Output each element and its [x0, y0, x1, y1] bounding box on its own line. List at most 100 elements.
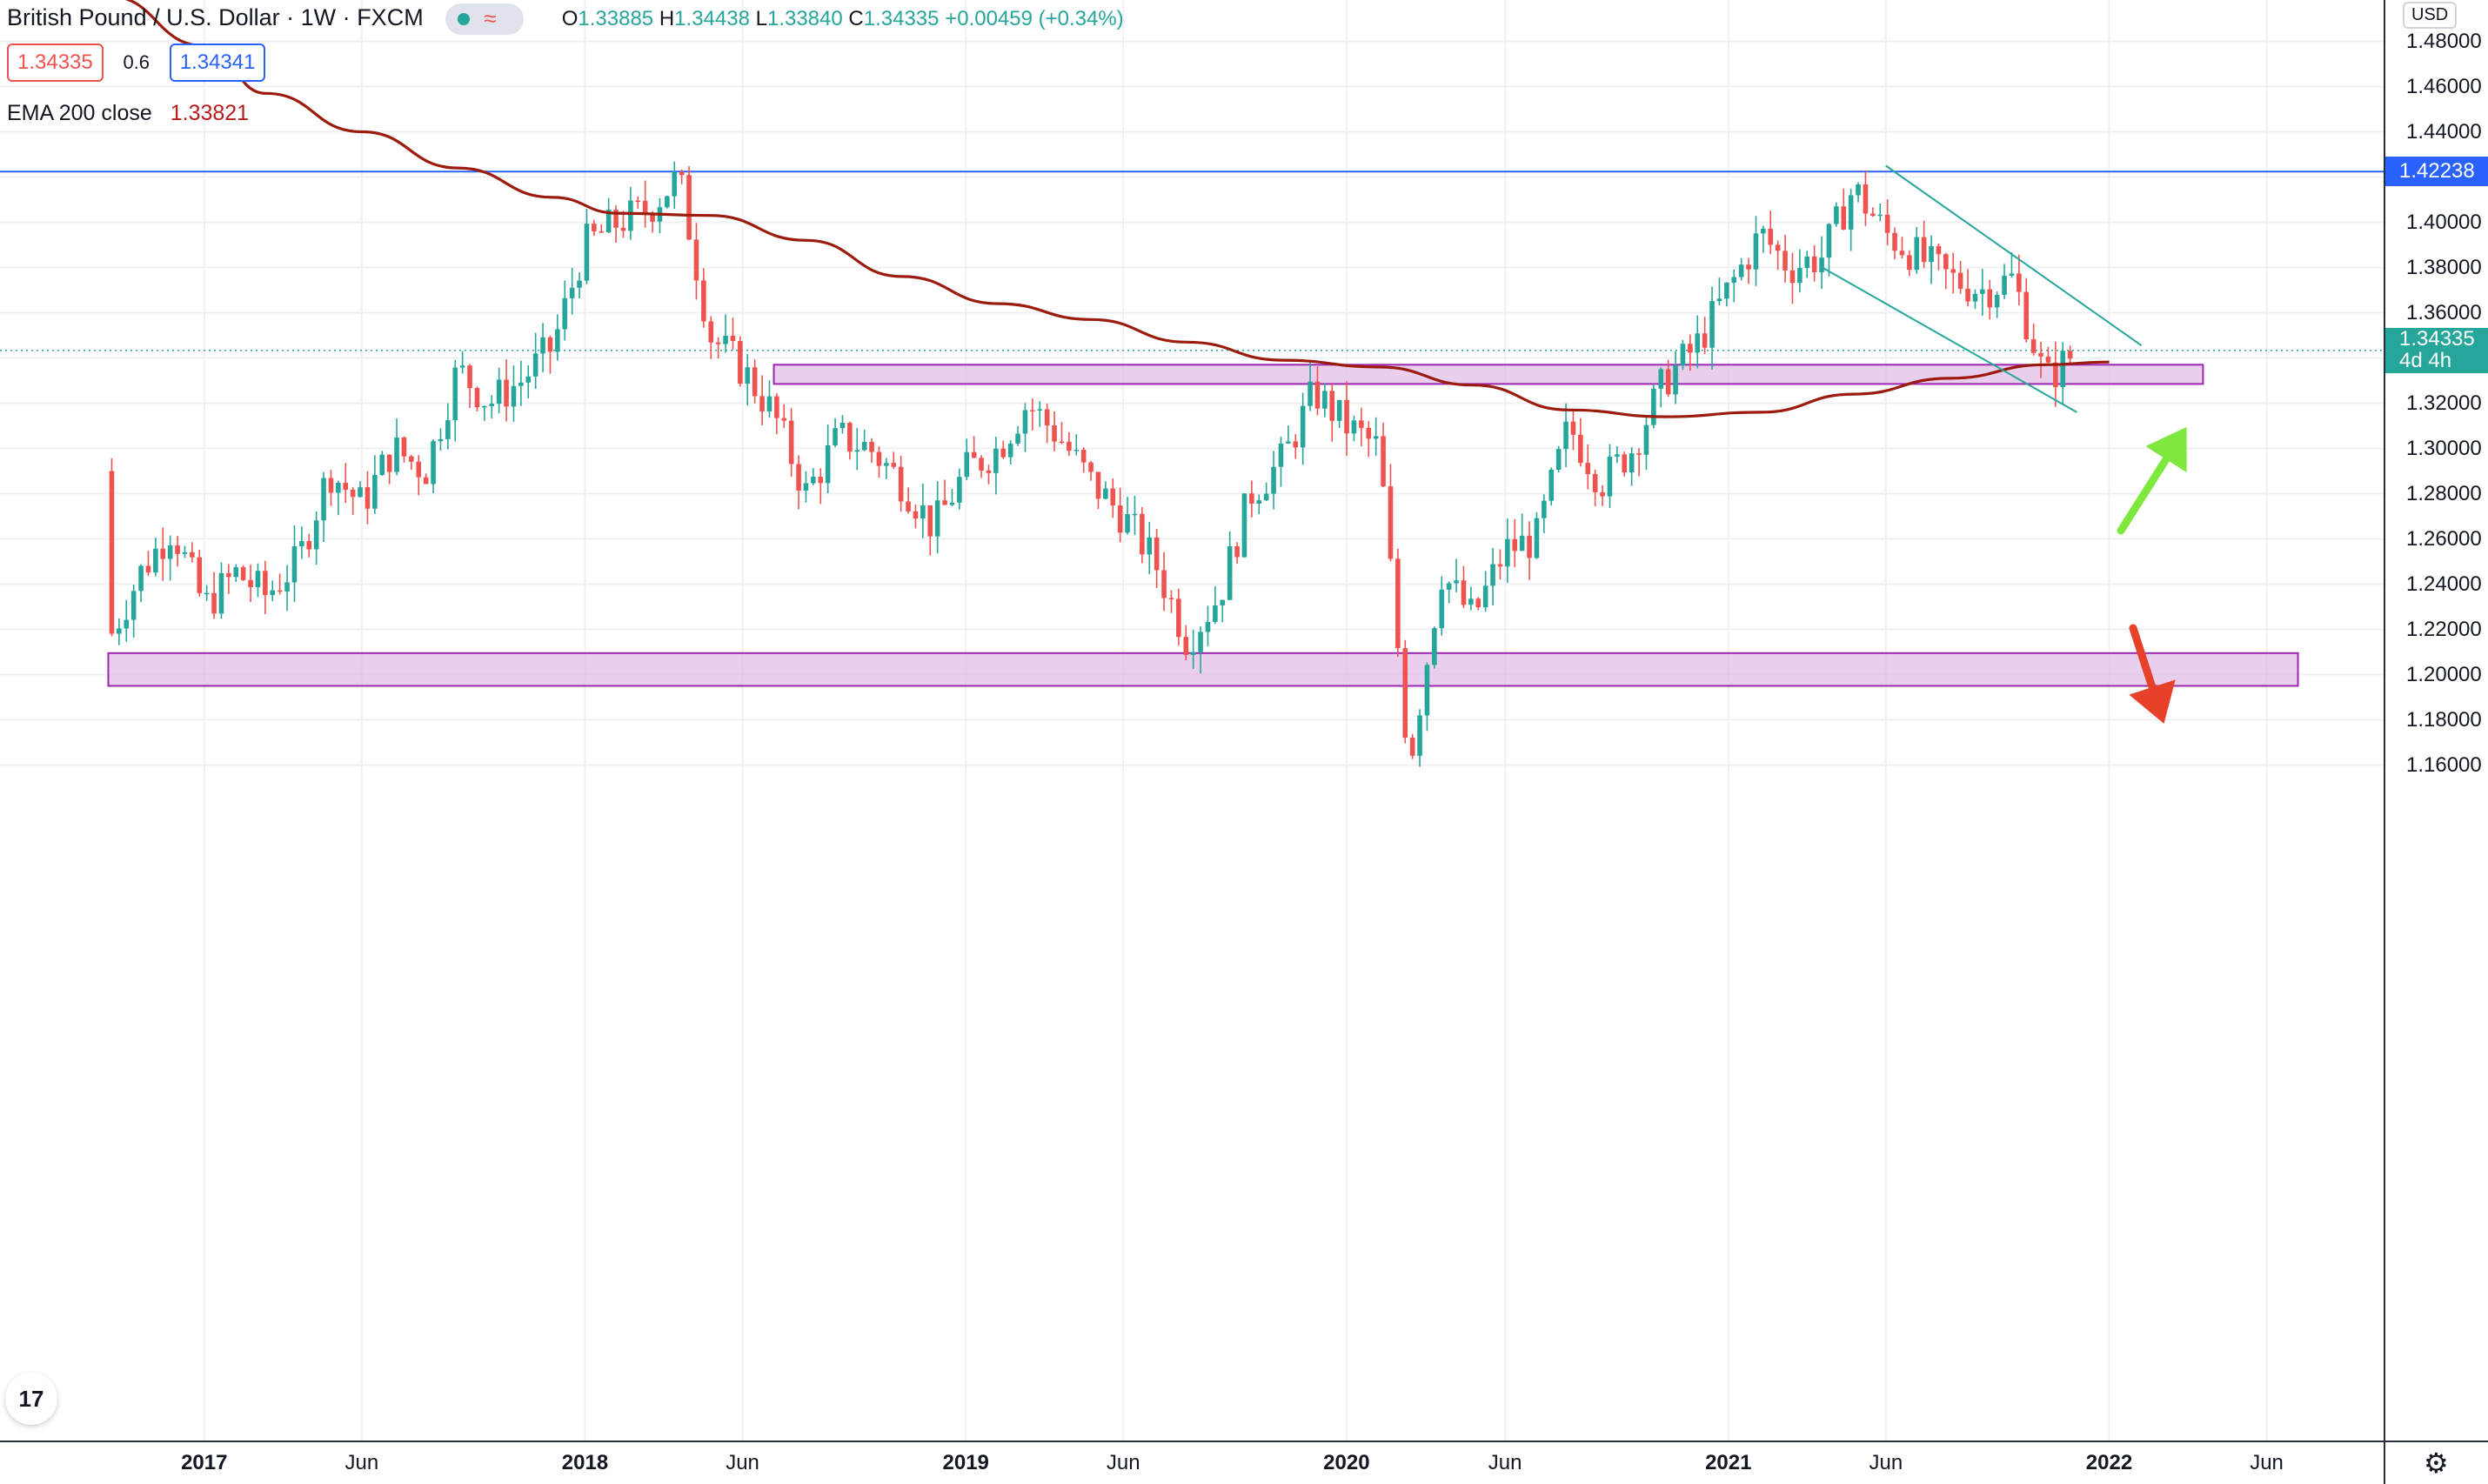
market-status-pill[interactable]: ≈ — [445, 3, 525, 35]
candle-body — [1227, 545, 1233, 600]
candle-body — [693, 239, 699, 281]
candle-body — [1154, 537, 1160, 571]
candle-body — [211, 592, 217, 614]
candle-body — [986, 470, 992, 473]
candle-body — [532, 353, 538, 377]
chart-settings-corner[interactable]: ⚙ — [2384, 1441, 2488, 1484]
candle-body — [511, 385, 517, 407]
candle-body — [876, 451, 882, 466]
time-axis-label: Jun — [1106, 1451, 1140, 1474]
candle-body — [240, 567, 246, 580]
candle-body — [504, 379, 509, 407]
time-axis-label: 2020 — [1323, 1451, 1370, 1474]
price-axis-label: 1.24000 — [2406, 572, 2482, 596]
candle-body — [1263, 493, 1269, 501]
candle-body — [1176, 598, 1181, 638]
close-label: C — [848, 7, 864, 31]
candle-body — [1789, 270, 1796, 284]
candle-body — [1542, 500, 1547, 518]
candle-body — [1125, 514, 1130, 533]
ema-200-line — [124, 0, 2110, 418]
candle-body — [1673, 365, 1678, 395]
horizontal-line-price-tag: 1.42238 — [2385, 157, 2488, 187]
candle-body — [642, 200, 648, 215]
price-chart[interactable] — [0, 0, 2384, 1441]
indicator-legend[interactable]: EMA 200 close 1.33821 — [7, 101, 249, 126]
gear-icon[interactable]: ⚙ — [2424, 1447, 2449, 1479]
market-open-dot-icon — [458, 13, 471, 25]
buy-price-button[interactable]: 1.34341 — [169, 43, 266, 82]
candle-body — [467, 365, 472, 389]
candle-body — [1147, 537, 1153, 555]
ohlc-values: O1.33885 H1.34438 L1.33840 C1.34335 +0.0… — [562, 7, 1124, 30]
candle-body — [496, 379, 502, 404]
candle-body — [993, 448, 999, 473]
candle-body — [839, 422, 846, 429]
candle-body — [759, 396, 765, 411]
candle-body — [431, 441, 436, 485]
interval-label[interactable]: 1W — [300, 4, 337, 31]
candle-body — [1643, 424, 1649, 455]
candle-body — [927, 505, 933, 537]
candle-body — [1388, 486, 1394, 559]
candle-body — [386, 454, 392, 472]
last-price-value: 1.34335 — [2399, 326, 2475, 351]
candle-body — [1585, 463, 1591, 475]
candle-body — [869, 441, 874, 452]
candle-body — [1329, 391, 1335, 421]
candle-body — [1907, 255, 1912, 271]
candle-body — [1834, 206, 1839, 224]
candle-body — [1183, 637, 1189, 655]
candle-body — [416, 461, 422, 478]
currency-selector[interactable]: USD — [2403, 2, 2458, 29]
candle-body — [1278, 443, 1284, 467]
candle-body — [1030, 410, 1035, 411]
candle-body — [1095, 471, 1101, 499]
candle-body — [1293, 441, 1299, 448]
candle-body — [1417, 715, 1422, 756]
tradingview-logo-icon[interactable]: 17 — [5, 1373, 57, 1425]
price-axis-label: 1.32000 — [2406, 391, 2482, 415]
candle-body — [1468, 598, 1474, 605]
candle-body — [1921, 237, 1927, 263]
change-value: +0.00459 (+0.34%) — [945, 7, 1124, 31]
time-axis-label: Jun — [1488, 1451, 1522, 1474]
symbol-title[interactable]: British Pound / U.S. Dollar — [7, 4, 280, 31]
price-zone — [772, 364, 2204, 385]
candle-body — [796, 464, 801, 491]
candle-body — [1863, 184, 1869, 214]
candle-body — [745, 367, 751, 384]
candle-body — [1534, 518, 1540, 558]
candle-body — [599, 231, 605, 233]
candle-body — [1680, 344, 1686, 366]
candle-body — [1592, 474, 1598, 492]
candle-body — [811, 477, 816, 484]
chart-pane[interactable]: British Pound / U.S. Dollar · 1W · FXCM … — [0, 0, 2384, 1441]
candle-body — [942, 500, 947, 505]
candle-body — [160, 548, 166, 559]
candle-body — [365, 487, 371, 509]
time-axis-label: 2019 — [942, 1451, 989, 1474]
candle-body — [138, 565, 144, 592]
candle-body — [1256, 500, 1262, 504]
candle-body — [540, 337, 545, 354]
candle-body — [1688, 344, 1693, 353]
candle-body — [1198, 632, 1203, 652]
sell-price-button[interactable]: 1.34335 — [7, 43, 104, 82]
candle-body — [1884, 214, 1890, 233]
candle-body — [1629, 453, 1635, 473]
candle-body — [971, 451, 977, 458]
time-axis[interactable]: 2017 Jun 2018 Jun 2019 Jun 2020 Jun 2021 Jun 2022 J… — [0, 1441, 2384, 1484]
price-axis[interactable]: USD 1.480001.460001.440001.420001.400001… — [2384, 0, 2488, 1441]
candle-body — [328, 478, 334, 493]
candle-body — [1563, 421, 1568, 450]
candle-body — [1117, 505, 1123, 533]
candle-body — [284, 582, 290, 592]
candle-body — [1344, 399, 1349, 434]
candle-body — [1914, 237, 1920, 271]
candle-body — [1665, 369, 1671, 395]
candle-body — [1505, 538, 1510, 567]
candle-body — [1972, 293, 1978, 302]
price-axis-label: 1.46000 — [2406, 74, 2482, 98]
low-label: L — [755, 7, 767, 31]
